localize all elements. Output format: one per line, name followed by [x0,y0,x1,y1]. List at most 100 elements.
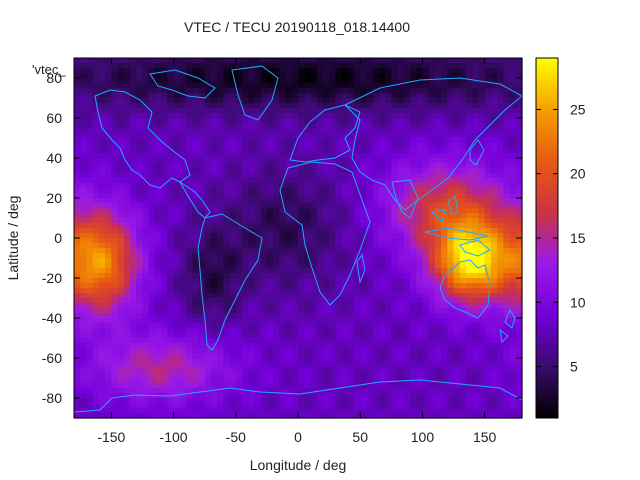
heatmap-cell [366,353,374,359]
heatmap-cell [123,308,131,314]
heatmap-cell [117,203,125,209]
heatmap-cell [217,248,224,254]
heatmap-cell [385,368,392,374]
heatmap-cell [173,393,181,399]
heatmap-cell [235,368,243,374]
heatmap-cell [92,58,100,64]
heatmap-cell [472,223,480,229]
heatmap-cell [335,268,343,274]
heatmap-cell [266,138,274,144]
heatmap-cell [223,318,231,324]
heatmap-cell [490,268,498,274]
heatmap-cell [459,353,467,359]
heatmap-cell [111,188,119,194]
heatmap-cell [422,358,430,364]
heatmap-cell [341,303,349,309]
heatmap-cell [248,323,256,329]
heatmap-cell [198,158,206,164]
heatmap-cell [503,218,511,224]
heatmap-cell [217,118,224,124]
heatmap-cell [161,73,168,79]
heatmap-cell [161,58,168,64]
heatmap-cell [98,308,106,314]
heatmap-cell [478,348,486,354]
heatmap-cell [322,253,330,259]
heatmap-cell [167,323,175,329]
heatmap-cell [279,223,287,229]
heatmap-cell [416,73,424,79]
heatmap-cell [204,293,212,299]
heatmap-cell [192,123,200,129]
heatmap-cell [478,103,486,109]
heatmap-cell [123,73,131,79]
heatmap-cell [210,113,218,119]
heatmap-cell [223,123,231,129]
heatmap-cell [117,163,125,169]
heatmap-cell [161,208,168,214]
heatmap-cell [441,198,448,204]
heatmap-cell [497,58,504,64]
heatmap-cell [148,208,156,214]
heatmap-cell [279,348,287,354]
heatmap-cell [341,383,349,389]
heatmap-cell [74,208,81,214]
heatmap-cell [173,293,181,299]
heatmap-cell [111,148,119,154]
heatmap-cell [235,353,243,359]
heatmap-cell [161,278,168,284]
heatmap-cell [80,333,88,339]
heatmap-cell [130,193,137,199]
heatmap-cell [117,63,125,69]
heatmap-cell [242,103,249,109]
heatmap-cell [360,213,368,219]
heatmap-cell [397,323,405,329]
heatmap-cell [142,323,150,329]
heatmap-cell [142,318,150,324]
heatmap-cell [192,168,200,174]
heatmap-cell [130,133,137,139]
heatmap-cell [105,293,112,299]
heatmap-cell [410,278,417,284]
heatmap-cell [410,248,417,254]
heatmap-cell [354,363,361,369]
heatmap-cell [86,288,94,294]
heatmap-cell [179,343,187,349]
heatmap-cell [434,148,442,154]
heatmap-cell [472,128,480,134]
heatmap-cell [466,203,473,209]
heatmap-cell [192,198,200,204]
heatmap-cell [291,258,299,264]
heatmap-cell [260,373,268,379]
heatmap-cell [316,98,324,104]
heatmap-cell [329,133,336,139]
heatmap-cell [503,223,511,229]
heatmap-cell [490,338,498,344]
heatmap-cell [472,288,480,294]
heatmap-cell [304,298,312,304]
heatmap-cell [503,173,511,179]
heatmap-cell [372,273,380,279]
heatmap-cell [434,228,442,234]
heatmap-cell [304,73,312,79]
heatmap-cell [217,103,224,109]
heatmap-cell [260,348,268,354]
heatmap-cell [391,298,399,304]
heatmap-cell [466,348,473,354]
heatmap-cell [503,333,511,339]
heatmap-cell [285,303,293,309]
heatmap-cell [385,278,392,284]
heatmap-cell [515,123,523,129]
heatmap-cell [204,268,212,274]
heatmap-cell [304,88,312,94]
heatmap-cell [497,373,504,379]
heatmap-cell [260,168,268,174]
heatmap-cell [254,173,262,179]
heatmap-cell [422,143,430,149]
heatmap-cell [136,83,144,89]
heatmap-cell [366,73,374,79]
heatmap-cell [242,273,249,279]
heatmap-cell [92,188,100,194]
heatmap-cell [142,268,150,274]
heatmap-cell [515,263,523,269]
